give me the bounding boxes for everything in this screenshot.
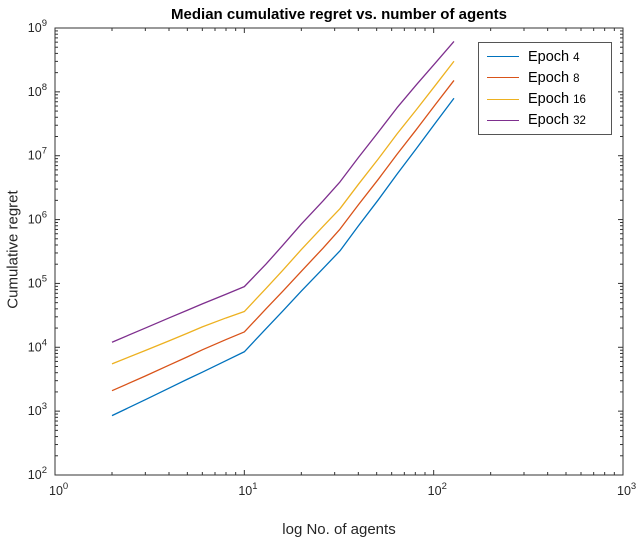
tick-label: 100	[49, 481, 68, 498]
tick-label: 103	[28, 401, 47, 418]
tick-label: 106	[28, 210, 47, 227]
legend-item: Epoch 8	[479, 68, 611, 88]
series-line-epoch-8	[111, 80, 455, 392]
axis-ticks	[54, 27, 624, 476]
y-axis-label: Cumulative regret	[4, 190, 22, 309]
tick-label: 103	[617, 481, 636, 498]
legend-item-label: Epoch 4	[528, 49, 580, 65]
legend-item-prefix: Epoch	[528, 91, 570, 108]
legend-item-label: Epoch 8	[528, 70, 580, 86]
tick-label: 109	[28, 18, 47, 35]
legend-item-prefix: Epoch	[528, 48, 570, 65]
series-line-epoch-16	[111, 60, 455, 365]
legend-item-label: Epoch 32	[528, 112, 586, 128]
legend: Epoch 4 Epoch 8 Epoch 16 Epoch 32	[478, 42, 612, 135]
legend-line-sample	[487, 56, 519, 58]
tick-label: 102	[428, 481, 447, 498]
legend-item: Epoch 4	[479, 47, 611, 67]
legend-item-number: 16	[573, 94, 586, 107]
x-axis-label: log No. of agents	[282, 521, 396, 538]
legend-item-number: 4	[573, 51, 580, 64]
legend-item-number: 8	[573, 72, 580, 85]
tick-label: 104	[28, 337, 47, 354]
tick-label: 101	[238, 481, 257, 498]
tick-label: 105	[28, 273, 47, 290]
series-lines	[111, 40, 455, 417]
legend-line-sample	[487, 77, 519, 79]
legend-item: Epoch 32	[479, 110, 611, 130]
legend-line-sample	[487, 98, 519, 100]
tick-labels: 100 101 102 103 102 103 104 105 106 107 108 109	[28, 18, 636, 498]
tick-label: 108	[28, 82, 47, 99]
legend-item-label: Epoch 16	[528, 91, 586, 107]
legend-item-number: 32	[573, 115, 586, 128]
legend-item-prefix: Epoch	[528, 112, 570, 129]
series-line-epoch-4	[111, 97, 455, 417]
figure-title: Median cumulative regret vs. number of a…	[171, 6, 507, 23]
series-line-epoch-32	[111, 40, 455, 343]
legend-line-sample	[487, 119, 519, 121]
legend-item: Epoch 16	[479, 89, 611, 109]
legend-item-prefix: Epoch	[528, 69, 570, 86]
plot-area-border	[54, 27, 624, 476]
tick-label: 102	[28, 465, 47, 482]
tick-label: 107	[28, 146, 47, 163]
